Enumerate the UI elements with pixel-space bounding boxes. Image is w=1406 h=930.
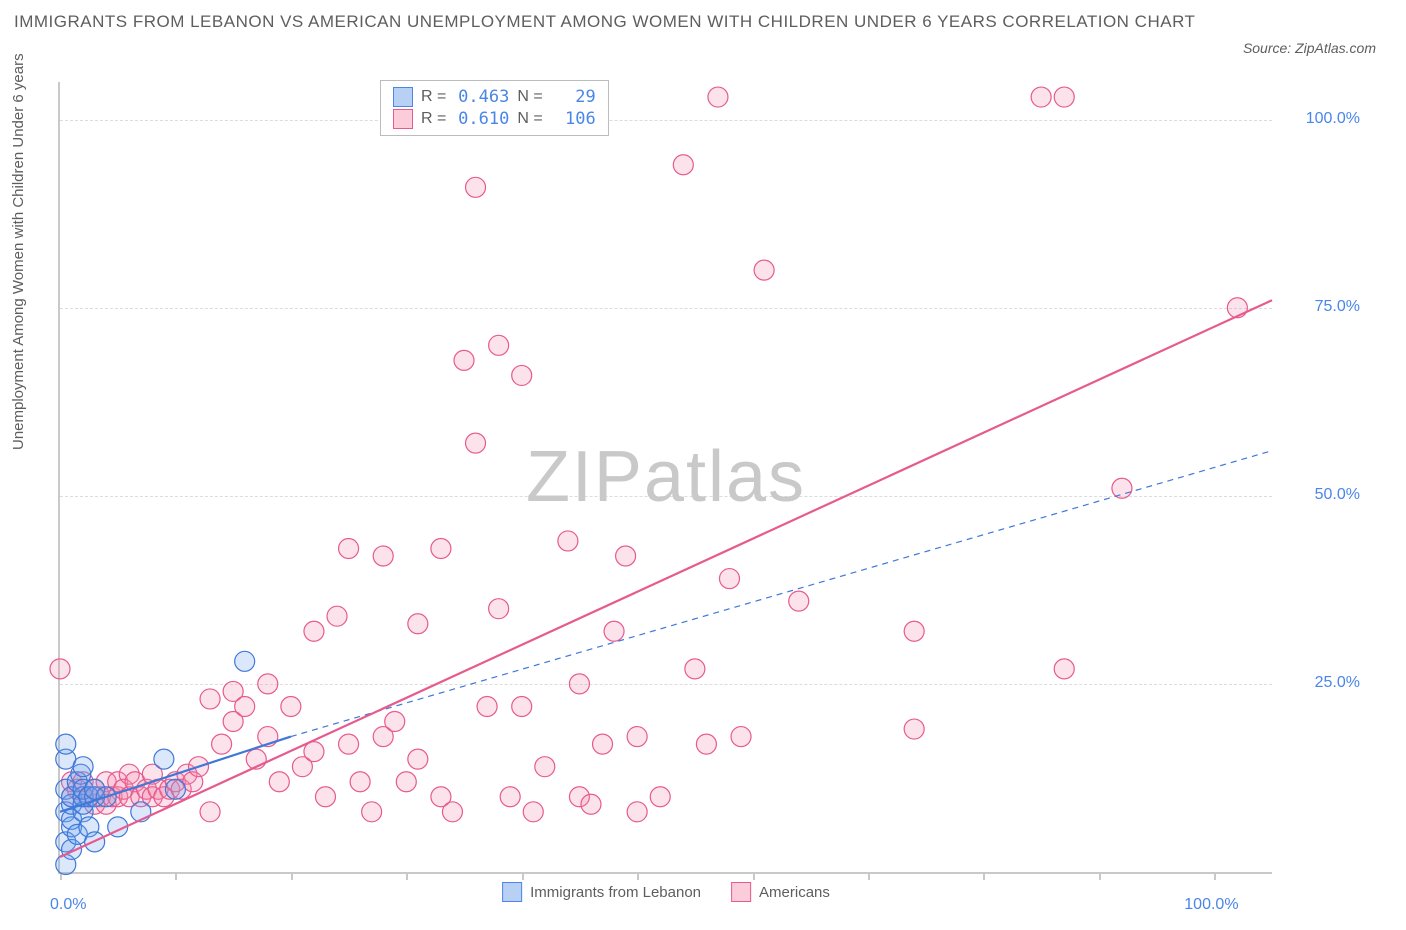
swatch-lebanon-icon [502, 882, 522, 902]
y-tick-label: 75.0% [1290, 298, 1360, 316]
swatch-americans-icon [731, 882, 751, 902]
legend-label-lebanon: Immigrants from Lebanon [530, 884, 701, 901]
chart-title: IMMIGRANTS FROM LEBANON VS AMERICAN UNEM… [14, 8, 1214, 36]
swatch-americans [393, 109, 413, 129]
source-attribution: Source: ZipAtlas.com [1243, 40, 1376, 56]
r-label: R = [421, 88, 446, 106]
n-value-americans: 106 [551, 109, 596, 129]
swatch-lebanon [393, 87, 413, 107]
r-value-lebanon: 0.463 [454, 87, 509, 107]
x-tick-label: 100.0% [1184, 896, 1238, 914]
r-value-americans: 0.610 [454, 109, 509, 129]
legend-item-americans: Americans [731, 882, 830, 902]
plot-svg [60, 82, 1272, 872]
n-label: N = [517, 88, 542, 106]
legend-item-lebanon: Immigrants from Lebanon [502, 882, 701, 902]
y-tick-label: 50.0% [1290, 486, 1360, 504]
legend-row-americans: R = 0.610 N = 106 [393, 109, 596, 129]
series-legend: Immigrants from Lebanon Americans [502, 882, 830, 902]
r-label: R = [421, 110, 446, 128]
y-axis-label: Unemployment Among Women with Children U… [10, 53, 27, 450]
legend-row-lebanon: R = 0.463 N = 29 [393, 87, 596, 107]
n-value-lebanon: 29 [551, 87, 596, 107]
correlation-legend: R = 0.463 N = 29 R = 0.610 N = 106 [380, 80, 609, 136]
x-tick-label: 0.0% [50, 896, 86, 914]
legend-label-americans: Americans [759, 884, 830, 901]
y-tick-label: 100.0% [1290, 110, 1360, 128]
n-label: N = [517, 110, 542, 128]
y-tick-label: 25.0% [1290, 674, 1360, 692]
scatter-chart: ZIPatlas R = 0.463 N = 29 R = 0.610 N = … [58, 82, 1272, 874]
